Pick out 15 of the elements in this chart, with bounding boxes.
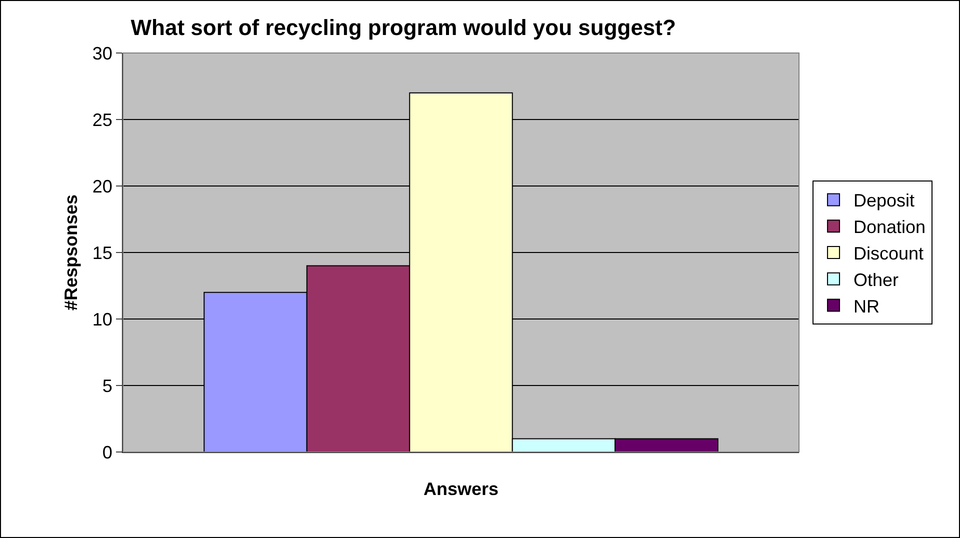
legend-label: Discount xyxy=(854,244,924,264)
y-tick-label: 30 xyxy=(92,43,112,64)
y-axis-title: #Respsonses xyxy=(61,194,81,311)
legend-label: Donation xyxy=(854,217,926,238)
legend-label: Other xyxy=(854,270,899,290)
y-tick-label: 20 xyxy=(92,176,112,196)
legend-label: NR xyxy=(854,296,880,316)
y-tick-label: 5 xyxy=(102,376,112,396)
legend-label: Deposit xyxy=(854,190,915,211)
y-tick-label: 15 xyxy=(92,242,112,263)
y-tick-label: 0 xyxy=(102,442,112,462)
y-tick-label: 25 xyxy=(92,110,112,130)
chart-title: What sort of recycling program would you suggest? xyxy=(130,15,676,40)
y-tick-label: 10 xyxy=(92,309,112,330)
x-axis-title: Answers xyxy=(423,479,499,500)
